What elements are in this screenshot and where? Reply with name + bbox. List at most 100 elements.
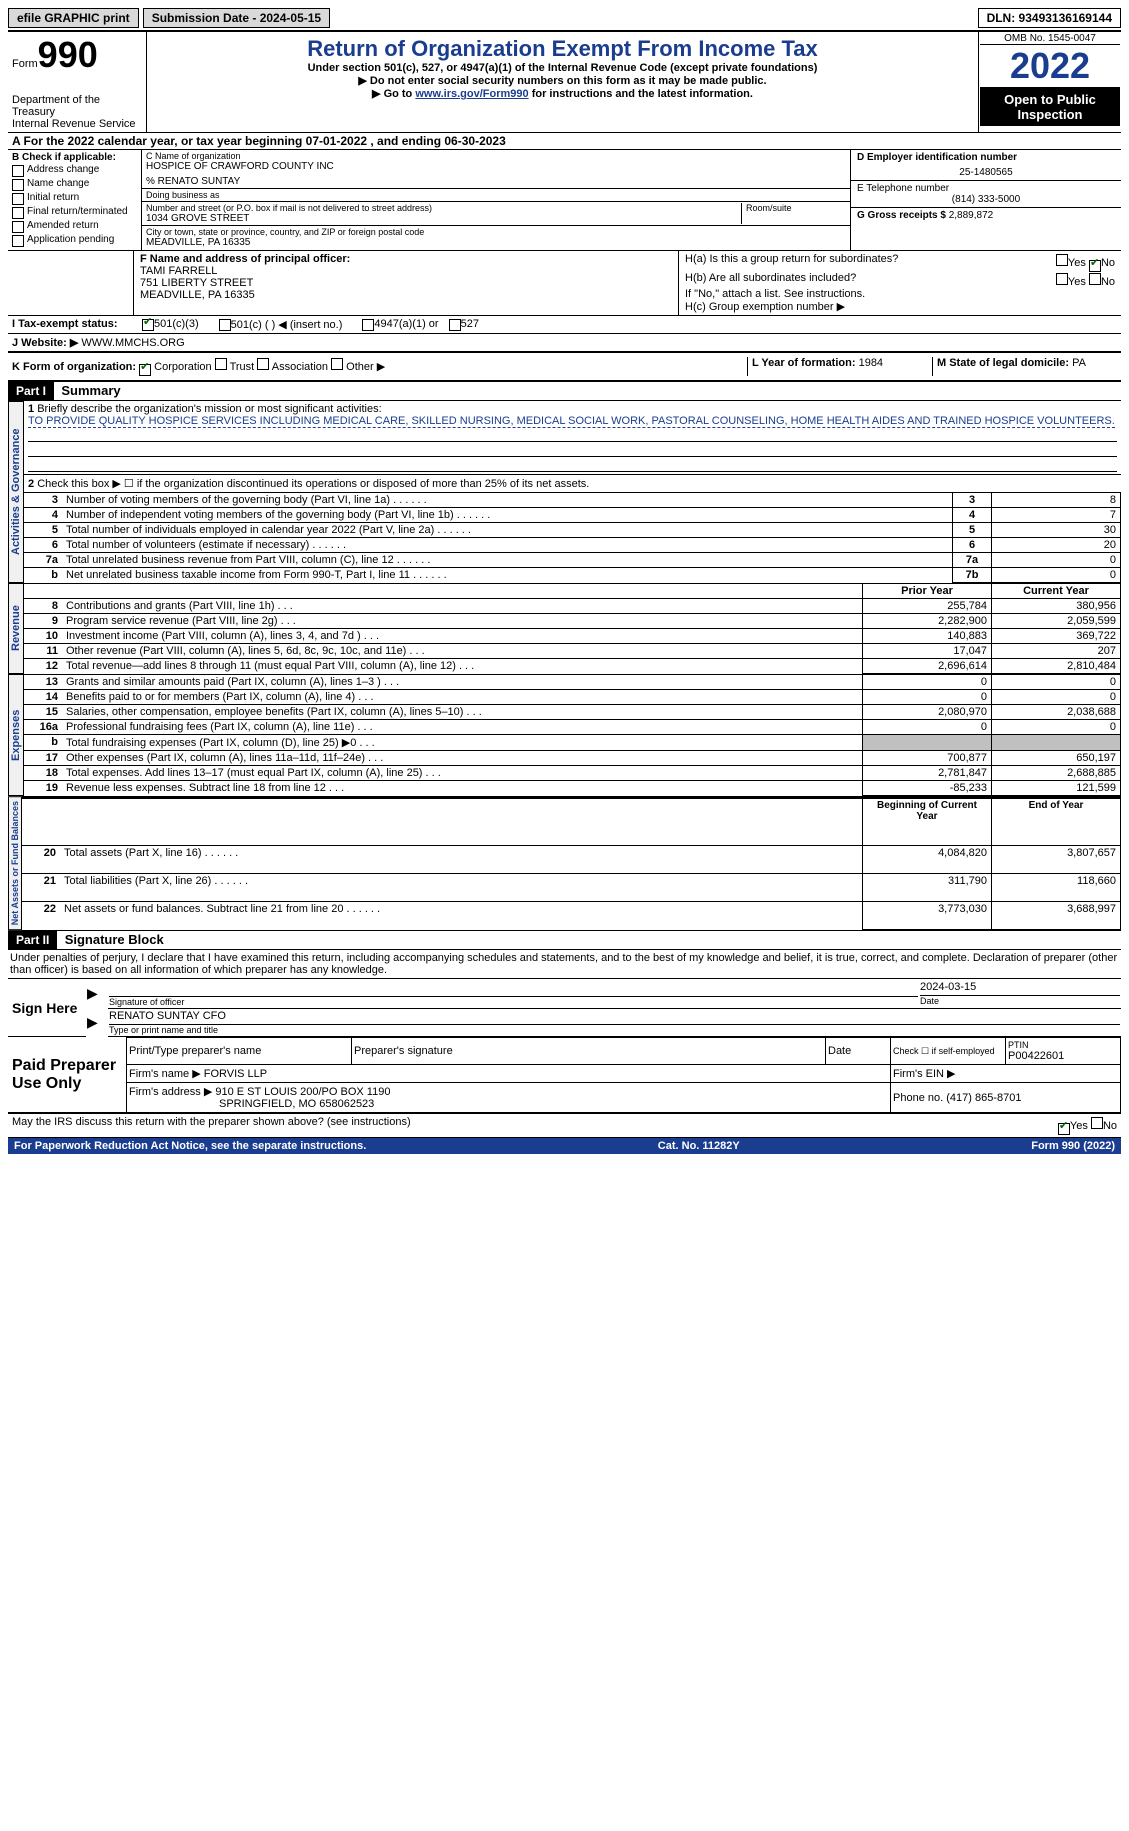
hb-no[interactable] — [1089, 273, 1101, 285]
discuss-no[interactable] — [1091, 1117, 1103, 1129]
form-header: Form990 Department of the Treasury Inter… — [8, 30, 1121, 133]
paperwork-notice: For Paperwork Reduction Act Notice, see … — [14, 1140, 366, 1152]
cb-address-change[interactable]: Address change — [12, 164, 137, 177]
discuss-label: May the IRS discuss this return with the… — [12, 1116, 411, 1135]
ha-yes[interactable] — [1056, 254, 1068, 266]
ein-value: 25-1480565 — [857, 167, 1115, 178]
form-prefix: Form — [12, 58, 38, 70]
omb-number: OMB No. 1545-0047 — [980, 33, 1120, 45]
year-formation-value: 1984 — [859, 357, 883, 369]
sign-here-table: Sign Here ▶ Signature of officer 2024-03… — [8, 979, 1121, 1037]
opt-corp: Corporation — [154, 361, 211, 373]
submission-date: Submission Date - 2024-05-15 — [143, 8, 330, 28]
cb-501c3[interactable] — [142, 319, 154, 331]
phone-value: (814) 333-5000 — [857, 194, 1115, 205]
room-label: Room/suite — [746, 203, 846, 213]
part2-header: Part II Signature Block — [8, 931, 1121, 950]
form-footer: Form 990 (2022) — [1031, 1140, 1115, 1152]
cb-initial-return[interactable]: Initial return — [12, 192, 137, 205]
irs-link[interactable]: www.irs.gov/Form990 — [415, 88, 528, 100]
cb-assoc[interactable] — [257, 358, 269, 370]
cb-501c[interactable] — [219, 319, 231, 331]
hc-label: H(c) Group exemption number ▶ — [685, 300, 1115, 313]
section-k-l-m: K Form of organization: Corporation Trus… — [8, 353, 1121, 382]
summary-body: Activities & Governance 1 Briefly descri… — [8, 401, 1121, 583]
q1-label: Briefly describe the organization's miss… — [37, 403, 381, 415]
side-revenue: Revenue — [8, 583, 24, 674]
domicile-label: M State of legal domicile: — [937, 357, 1069, 369]
q2-text: Check this box ▶ ☐ if the organization d… — [37, 478, 589, 490]
footer-bar: For Paperwork Reduction Act Notice, see … — [8, 1138, 1121, 1154]
hb-label: H(b) Are all subordinates included? — [685, 272, 856, 288]
efile-print-button[interactable]: efile GRAPHIC print — [8, 8, 139, 28]
tax-year: 2022 — [980, 45, 1120, 88]
org-name-label: C Name of organization — [146, 151, 846, 161]
receipts-value: 2,889,872 — [949, 210, 994, 221]
domicile-value: PA — [1072, 357, 1086, 369]
org-name: HOSPICE OF CRAWFORD COUNTY INC — [146, 161, 846, 172]
firm-city: SPRINGFIELD, MO 658062523 — [219, 1098, 374, 1110]
prep-name-label: Print/Type preparer's name — [127, 1038, 352, 1065]
arrow-icon: ▶ — [87, 985, 98, 1001]
cb-label: Amended return — [27, 220, 99, 231]
cb-other[interactable] — [331, 358, 343, 370]
city-label: City or town, state or province, country… — [146, 227, 846, 237]
street-label: Number and street (or P.O. box if mail i… — [146, 203, 741, 213]
hb-yes[interactable] — [1056, 273, 1068, 285]
discuss-row: May the IRS discuss this return with the… — [8, 1114, 1121, 1138]
firm-addr: 910 E ST LOUIS 200/PO BOX 1190 — [215, 1086, 390, 1098]
no3: No — [1103, 1120, 1117, 1132]
street-value: 1034 GROVE STREET — [146, 213, 741, 224]
section-d-e-g: D Employer identification number 25-1480… — [850, 150, 1121, 250]
goto-prefix: ▶ Go to — [372, 88, 415, 100]
yes-label2: Yes — [1068, 276, 1086, 288]
prep-sig-label: Preparer's signature — [352, 1038, 826, 1065]
ssn-warning: ▶ Do not enter social security numbers o… — [151, 74, 974, 87]
top-bar: efile GRAPHIC print Submission Date - 20… — [8, 8, 1121, 28]
sig-date-value: 2024-03-15 — [920, 981, 1120, 993]
no-label: No — [1101, 257, 1115, 269]
firm-name-label: Firm's name ▶ — [129, 1068, 201, 1080]
discuss-yes[interactable] — [1058, 1123, 1070, 1135]
form-title: Return of Organization Exempt From Incom… — [151, 36, 974, 62]
firm-addr-label: Firm's address ▶ — [129, 1086, 212, 1098]
cb-label: Name change — [27, 178, 89, 189]
summary-title: Summary — [57, 383, 120, 398]
firm-ein-label: Firm's EIN ▶ — [891, 1065, 1121, 1083]
cb-final-return[interactable]: Final return/terminated — [12, 206, 137, 219]
officer-name: TAMI FARRELL — [140, 265, 672, 277]
cb-trust[interactable] — [215, 358, 227, 370]
side-governance: Activities & Governance — [8, 401, 24, 583]
form-org-label: K Form of organization: — [12, 361, 136, 373]
firm-name: FORVIS LLP — [204, 1068, 267, 1080]
website-label: J Website: ▶ — [12, 337, 78, 349]
cb-name-change[interactable]: Name change — [12, 178, 137, 191]
firm-phone: (417) 865-8701 — [946, 1092, 1021, 1104]
section-f-h: F Name and address of principal officer:… — [8, 251, 1121, 316]
part1-header: Part I Summary — [8, 382, 1121, 401]
cb-4947[interactable] — [362, 319, 374, 331]
ha-no[interactable] — [1089, 260, 1101, 272]
opt-501c3: 501(c)(3) — [154, 318, 199, 331]
self-employed: Check ☐ if self-employed — [891, 1038, 1006, 1065]
form-number: 990 — [38, 34, 98, 75]
declaration-text: Under penalties of perjury, I declare th… — [8, 950, 1121, 979]
dln-number: DLN: 93493136169144 — [978, 8, 1121, 28]
year-formation-label: L Year of formation: — [752, 357, 856, 369]
no-label2: No — [1101, 276, 1115, 288]
netassets-section: Net Assets or Fund Balances Beginning of… — [8, 796, 1121, 931]
yes-label: Yes — [1068, 257, 1086, 269]
cb-label: Address change — [27, 164, 99, 175]
revenue-section: Revenue Prior YearCurrent Year8Contribut… — [8, 583, 1121, 674]
cb-527[interactable] — [449, 319, 461, 331]
section-b-label: B Check if applicable: — [12, 152, 137, 163]
cb-application-pending[interactable]: Application pending — [12, 234, 137, 247]
opt-trust: Trust — [230, 361, 255, 373]
opt-assoc: Association — [272, 361, 328, 373]
care-of: % RENATO SUNTAY — [146, 176, 846, 187]
side-netassets: Net Assets or Fund Balances — [8, 796, 22, 930]
cb-corp[interactable] — [139, 364, 151, 376]
ptin-label: PTIN — [1008, 1040, 1118, 1050]
cb-amended-return[interactable]: Amended return — [12, 220, 137, 233]
part1-label: Part I — [8, 382, 54, 400]
